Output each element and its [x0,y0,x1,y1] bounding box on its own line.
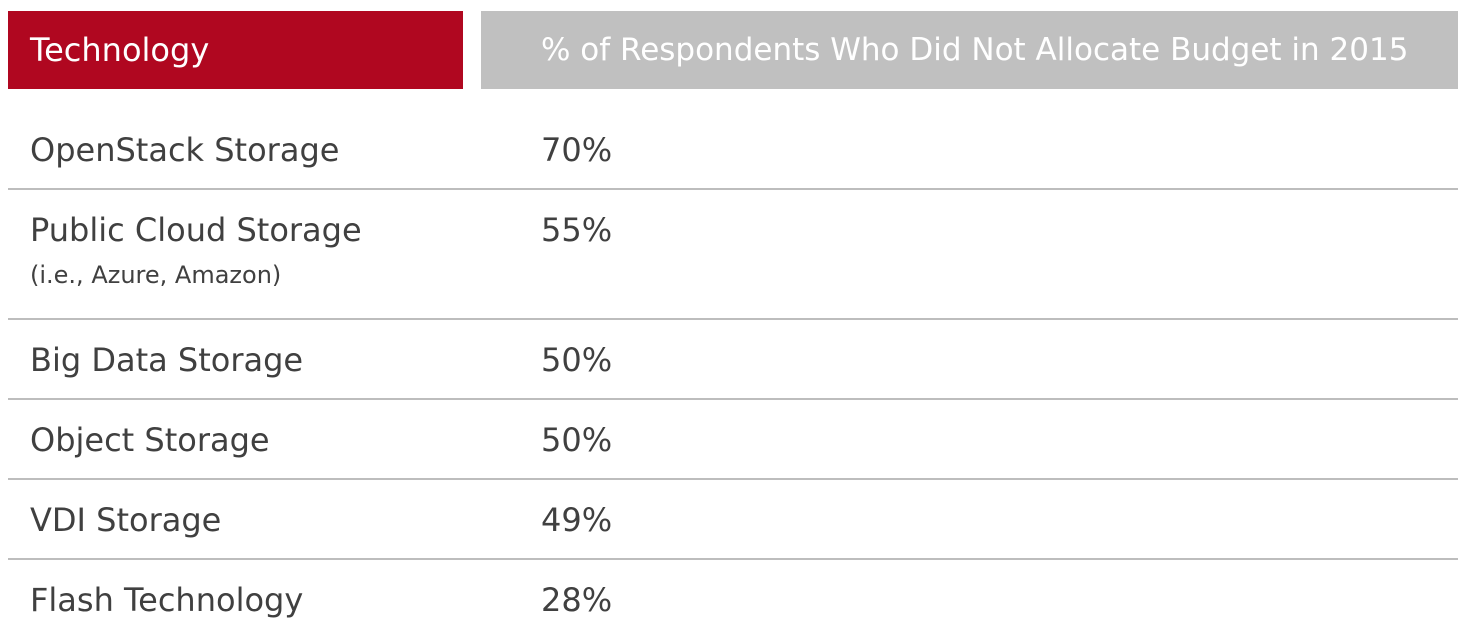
column-header-technology-label: Technology [30,31,210,69]
table-row: Object Storage 50% [8,400,1458,480]
technology-name: Flash Technology [30,581,304,619]
percentage-cell: 70% [541,131,613,169]
technology-name: VDI Storage [30,501,222,539]
technology-name: Big Data Storage [30,341,304,379]
table-body: OpenStack Storage 70% Public Cloud Stora… [8,110,1458,640]
table-row: Public Cloud Storage (i.e., Azure, Amazo… [8,190,1458,320]
percentage-cell: 50% [541,421,613,459]
technology-cell: Public Cloud Storage (i.e., Azure, Amazo… [30,211,362,289]
column-header-technology: Technology [8,11,463,89]
table-row: OpenStack Storage 70% [8,110,1458,190]
percentage-cell: 55% [541,211,613,249]
technology-name: Object Storage [30,421,270,459]
technology-name: Public Cloud Storage [30,211,362,249]
technology-cell: VDI Storage [30,501,221,539]
technology-note: (i.e., Azure, Amazon) [30,261,282,289]
column-header-percentage: % of Respondents Who Did Not Allocate Bu… [481,11,1458,89]
technology-name: OpenStack Storage [30,131,340,169]
table-row: Big Data Storage 50% [8,320,1458,400]
technology-cell: Big Data Storage [30,341,303,379]
technology-cell: Object Storage [30,421,270,459]
technology-cell: OpenStack Storage [30,131,339,169]
table-row: Flash Technology 28% [8,560,1458,640]
column-header-percentage-label: % of Respondents Who Did Not Allocate Bu… [541,32,1409,68]
table-row: VDI Storage 49% [8,480,1458,560]
percentage-cell: 28% [541,581,613,619]
percentage-cell: 50% [541,341,613,379]
technology-cell: Flash Technology [30,581,303,619]
percentage-cell: 49% [541,501,613,539]
